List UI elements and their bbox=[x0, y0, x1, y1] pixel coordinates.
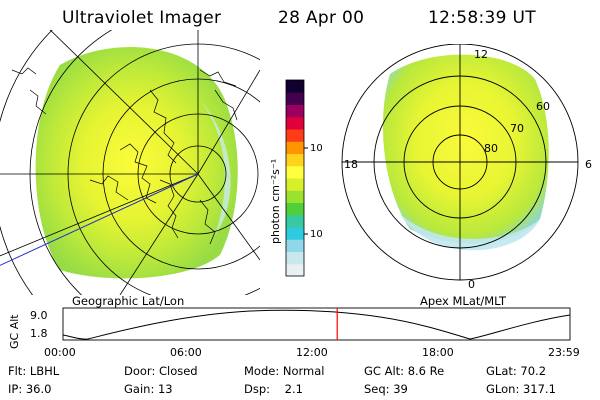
color-bar-swatch bbox=[286, 92, 304, 105]
altitude-ylabel: GC Alt bbox=[8, 314, 21, 349]
altitude-xtick-1800: 18:00 bbox=[422, 346, 454, 359]
mlt-label-12: 12 bbox=[474, 48, 488, 61]
info-gc-alt: GC Alt: 8.6 Re bbox=[364, 364, 445, 378]
info-mode: Mode: Normal bbox=[244, 364, 325, 378]
color-bar-tick-10: 10 bbox=[310, 229, 322, 240]
mlt-label-0: 0 bbox=[468, 278, 475, 291]
info-glon: GLon: 317.1 bbox=[486, 382, 556, 396]
mlat-label-70: 70 bbox=[510, 122, 524, 135]
color-bar-swatch bbox=[286, 141, 304, 154]
color-bar-swatches bbox=[286, 80, 304, 277]
mlat-label-60: 60 bbox=[536, 100, 550, 113]
color-bar-swatch bbox=[286, 251, 304, 265]
mlt-label-18: 18 bbox=[344, 158, 358, 171]
color-bar-swatch bbox=[286, 202, 304, 216]
color-bar-swatch bbox=[286, 227, 304, 240]
polar-emission-edge bbox=[400, 214, 540, 251]
geographic-panel-label: Geographic Lat/Lon bbox=[72, 294, 185, 308]
apex-polar-plot: 12 18 6 0 60 70 80 bbox=[341, 44, 592, 291]
header-date: 28 Apr 00 bbox=[278, 8, 365, 28]
altitude-ytick-1-8: 1.8 bbox=[30, 327, 48, 340]
info-dsp: Dsp: 2.1 bbox=[244, 382, 303, 396]
altitude-xtick-1200: 12:00 bbox=[296, 346, 328, 359]
info-seq: Seq: 39 bbox=[364, 382, 408, 396]
color-bar-swatch bbox=[286, 153, 304, 167]
altitude-xtick-0600: 06:00 bbox=[170, 346, 202, 359]
color-bar-swatch bbox=[286, 165, 304, 179]
mlat-label-80: 80 bbox=[484, 142, 498, 155]
altitude-xtick-0000: 00:00 bbox=[44, 346, 76, 359]
altitude-plot-frame bbox=[62, 307, 571, 341]
apex-panel-label: Apex MLat/MLT bbox=[420, 294, 507, 308]
page-title: Ultraviolet Imager bbox=[62, 8, 222, 28]
color-bar-swatch bbox=[286, 178, 304, 191]
color-bar-swatch bbox=[286, 214, 304, 228]
color-bar-unit-label: photon cm⁻²s⁻¹ bbox=[269, 159, 282, 244]
color-bar-swatch bbox=[286, 190, 304, 203]
color-bar-swatch bbox=[286, 80, 304, 93]
color-bar-swatch bbox=[286, 104, 304, 118]
left-coastlines bbox=[11, 67, 238, 245]
color-bar-swatch bbox=[286, 263, 304, 277]
color-bar-swatch bbox=[286, 239, 304, 252]
left-orbit-line bbox=[0, 173, 199, 266]
info-door: Door: Closed bbox=[124, 364, 198, 378]
color-bar: 100 10 photon cm⁻²s⁻¹ bbox=[269, 79, 322, 277]
info-gain: Gain: 13 bbox=[124, 382, 173, 396]
color-bar-swatch bbox=[286, 116, 304, 130]
altitude-xtick-2359: 23:59 bbox=[548, 346, 580, 359]
geographic-image bbox=[0, 30, 260, 295]
altitude-plot: GC Alt 9.0 1.8 00:00 06:00 12:00 18:00 2… bbox=[8, 307, 580, 359]
polar-emission-blob bbox=[382, 54, 549, 244]
mlt-label-6: 6 bbox=[585, 158, 592, 171]
polar-grid bbox=[341, 44, 579, 281]
altitude-ytick-9: 9.0 bbox=[30, 309, 48, 322]
info-filter: Flt: LBHL bbox=[8, 364, 60, 378]
info-ip: IP: 36.0 bbox=[8, 382, 52, 396]
altitude-curve bbox=[62, 309, 571, 340]
color-bar-swatch bbox=[286, 129, 304, 142]
header-time: 12:58:39 UT bbox=[428, 8, 536, 28]
info-glat: GLat: 70.2 bbox=[486, 364, 547, 378]
color-bar-tick-100: 100 bbox=[310, 143, 322, 154]
